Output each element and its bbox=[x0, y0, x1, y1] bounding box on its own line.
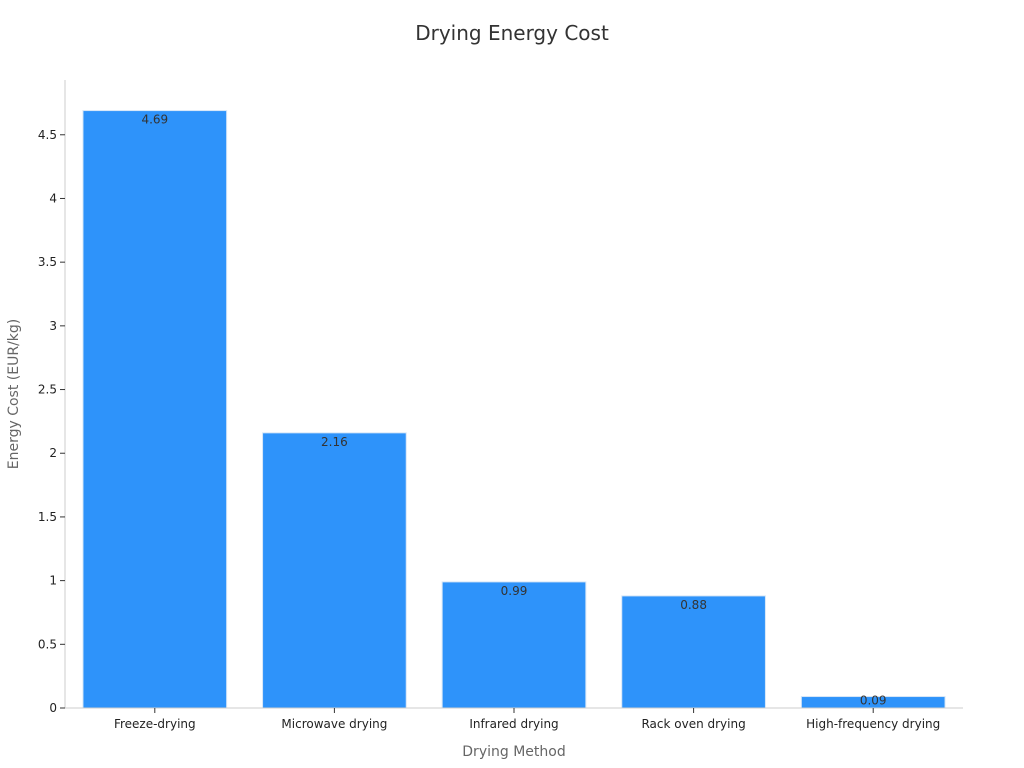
y-tick-label: 3 bbox=[49, 319, 57, 333]
y-tick-label: 0 bbox=[49, 701, 57, 715]
x-tick-label: Freeze-drying bbox=[114, 717, 196, 731]
y-tick-label: 1.5 bbox=[38, 510, 57, 524]
x-tick-label: Infrared drying bbox=[469, 717, 558, 731]
y-tick-label: 3.5 bbox=[38, 255, 57, 269]
bar bbox=[262, 432, 407, 709]
bar-data-label: 0.88 bbox=[680, 598, 707, 612]
y-tick-label: 1 bbox=[49, 574, 57, 588]
bar bbox=[82, 110, 228, 709]
x-tick-label: Microwave drying bbox=[281, 717, 387, 731]
y-tick-label: 4 bbox=[49, 191, 57, 205]
y-axis-label: Energy Cost (EUR/kg) bbox=[6, 319, 22, 470]
x-tick-label: High-frequency drying bbox=[806, 717, 940, 731]
y-tick-label: 0.5 bbox=[38, 637, 57, 651]
x-axis-label: Drying Method bbox=[462, 744, 565, 760]
chart-title: Drying Energy Cost bbox=[415, 21, 609, 45]
y-axis: 0 0.5 1 1.5 2 2.5 3 3.5 4 4.5 bbox=[38, 80, 66, 715]
bars-group: 4.69 2.16 0.99 0.88 0.09 bbox=[82, 110, 946, 709]
x-axis: Freeze-drying Microwave drying Infrared dr… bbox=[65, 707, 963, 731]
bar bbox=[441, 581, 587, 709]
x-tick-label: Rack oven drying bbox=[641, 717, 745, 731]
bar-data-label: 0.09 bbox=[860, 694, 887, 708]
bar-data-label: 2.16 bbox=[321, 435, 348, 449]
bar-data-label: 0.99 bbox=[501, 584, 528, 598]
y-tick-label: 2.5 bbox=[38, 383, 57, 397]
bar bbox=[621, 595, 766, 709]
bar-data-label: 4.69 bbox=[141, 113, 168, 127]
y-tick-label: 4.5 bbox=[38, 128, 57, 142]
y-tick-label: 2 bbox=[49, 446, 57, 460]
